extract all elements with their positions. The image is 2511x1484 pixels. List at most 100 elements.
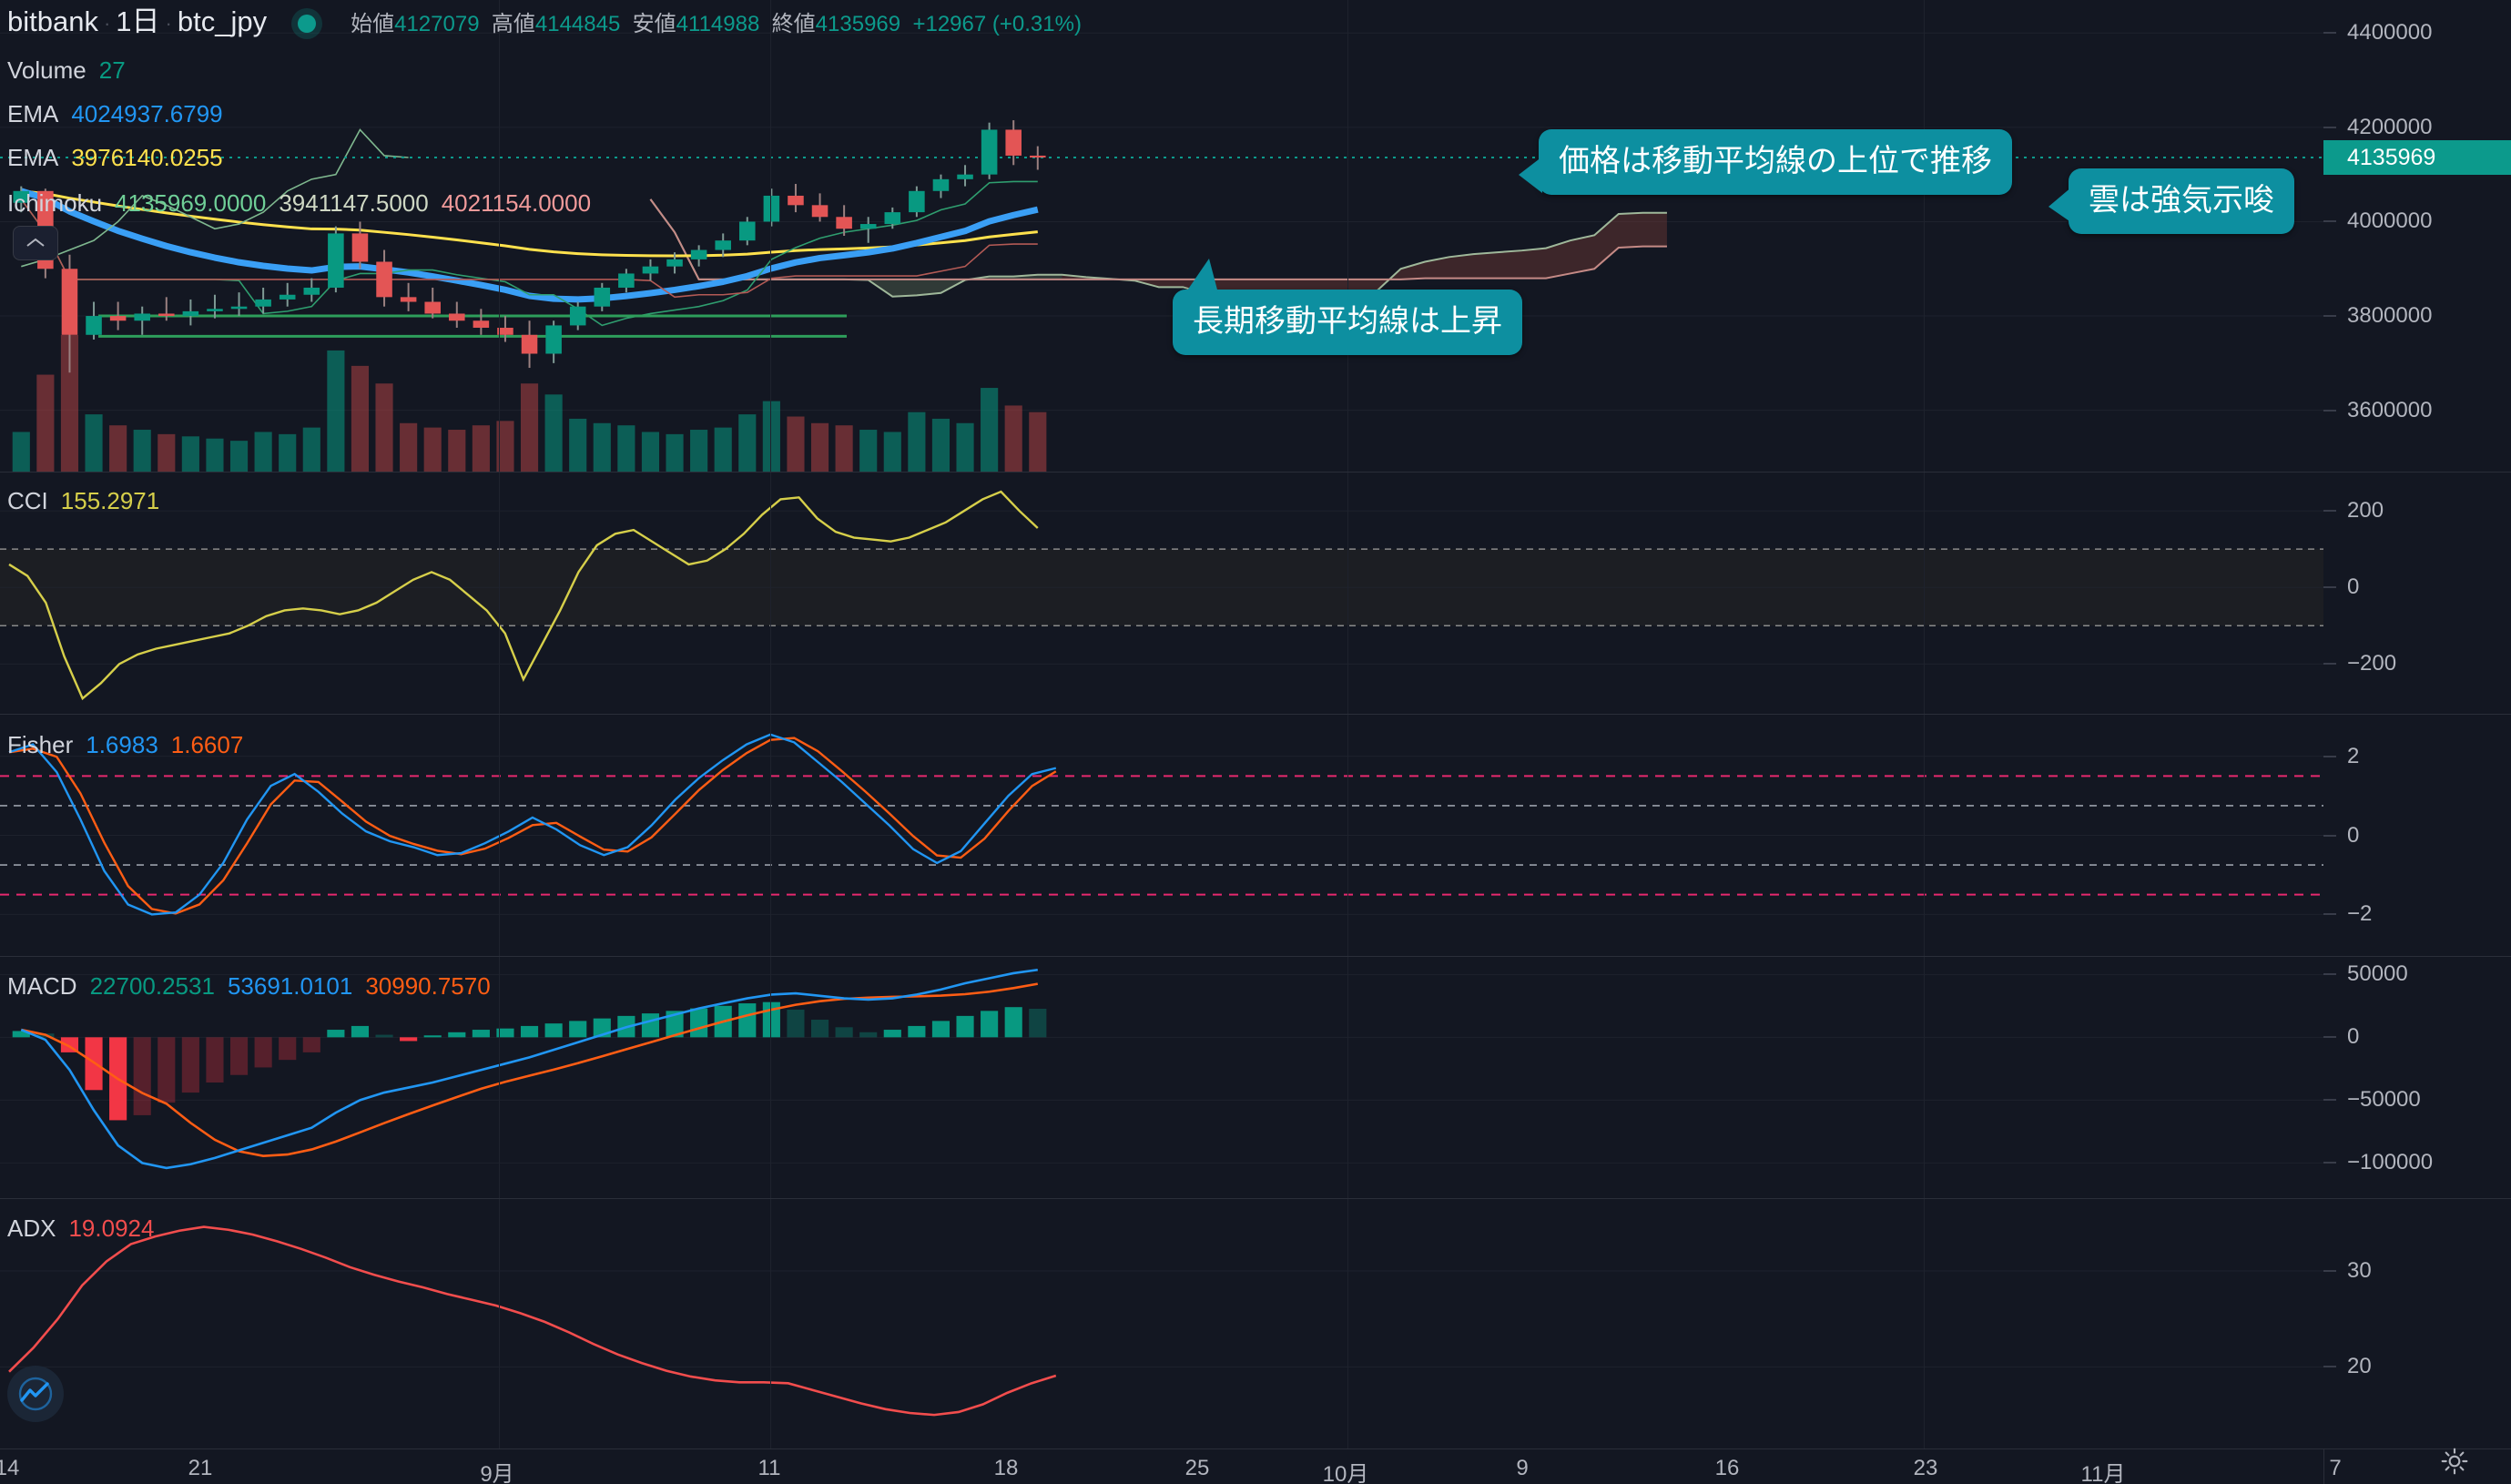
chart-header: bitbank · 1日 · btc_jpy 始値4127079 高値4144845 安値… <box>7 5 1082 41</box>
macd-histogram-bar <box>738 1003 757 1038</box>
macd-histogram-bar <box>279 1037 297 1061</box>
macd-histogram-bar <box>181 1037 199 1093</box>
candle <box>763 195 780 222</box>
time-axis-label: 7 <box>2329 1456 2342 1480</box>
exchange-name[interactable]: bitbank <box>7 5 98 37</box>
legend-ichimoku-title: Ichimoku <box>7 189 103 217</box>
candle <box>158 313 175 317</box>
cci-panel[interactable] <box>0 473 2323 714</box>
time-axis-label: 11月 <box>2080 1462 2126 1484</box>
current-price-badge[interactable]: 4135969 <box>2323 140 2511 176</box>
legend-macd-title: MACD <box>7 972 77 1000</box>
change-percent: (+0.31%) <box>991 12 1082 36</box>
open-value: 4127079 <box>394 12 480 36</box>
grid-line <box>499 0 500 472</box>
gear-icon <box>2441 1448 2468 1475</box>
grid-line <box>499 715 500 956</box>
macd-histogram-bar <box>229 1037 249 1075</box>
legend-macd-value-1: 22700.2531 <box>89 972 215 1000</box>
candle <box>981 129 998 175</box>
candle <box>109 316 127 321</box>
macd-histogram-bar <box>423 1035 442 1038</box>
macd-signal-line <box>21 982 1039 1157</box>
interval-label[interactable]: 1日 <box>116 5 160 37</box>
time-axis-label: 16 <box>1714 1456 1740 1480</box>
macd-axis[interactable]: 50000 0 −50000 −100000 <box>2323 957 2511 1198</box>
legend-fisher[interactable]: Fisher 1.6983 1.6607 <box>7 731 243 758</box>
candle <box>859 224 877 229</box>
macd-histogram-bar <box>883 1030 901 1038</box>
adx-axis[interactable]: 30 20 <box>2323 1199 2511 1448</box>
legend-adx-value: 19.0924 <box>68 1215 155 1242</box>
callout-tail-icon <box>1185 259 1218 293</box>
legend-ema-blue[interactable]: EMA 4024937.6799 <box>7 100 223 127</box>
annotation-longterm-ma-up-text: 長期移動平均線は上昇 <box>1193 304 1502 339</box>
legend-fisher-value-1: 1.6983 <box>86 731 158 758</box>
axis-tick <box>2323 835 2336 836</box>
legend-volume[interactable]: Volume 27 <box>7 56 126 84</box>
macd-histogram-bar <box>956 1015 974 1038</box>
legend-ema-yellow[interactable]: EMA 3976140.0255 <box>7 144 223 171</box>
candle <box>230 306 248 310</box>
grid-line <box>770 715 771 956</box>
axis-tick-label: 3600000 <box>2347 397 2433 422</box>
chart-settings-button[interactable] <box>2440 1447 2469 1480</box>
candle <box>255 299 271 307</box>
fisher-panel[interactable] <box>0 715 2323 956</box>
legend-adx[interactable]: ADX 19.0924 <box>7 1215 154 1242</box>
grid-line <box>499 473 500 714</box>
legend-ema-blue-title: EMA <box>7 100 59 127</box>
tradingview-logo-icon[interactable] <box>7 1366 64 1422</box>
axis-separator <box>2323 1449 2324 1484</box>
grid-line <box>499 957 500 1198</box>
candle <box>884 212 901 225</box>
candle <box>449 313 465 321</box>
fisher-axis[interactable]: 2 0 −2 <box>2323 715 2511 956</box>
legend-ichimoku[interactable]: Ichimoku 4135969.0000 3941147.5000 4021154.… <box>7 189 591 217</box>
panel-divider-1 <box>0 472 2511 473</box>
axis-tick-label: −200 <box>2347 651 2397 676</box>
fisher-line <box>8 733 1057 916</box>
candle <box>86 316 102 335</box>
candle <box>351 233 369 262</box>
candle <box>932 178 950 191</box>
candle <box>1030 155 1046 158</box>
macd-histogram-bar <box>351 1025 370 1038</box>
annotation-longterm-ma-up[interactable]: 長期移動平均線は上昇 <box>1173 259 1522 355</box>
macd-histogram-bar <box>520 1025 539 1038</box>
legend-cci[interactable]: CCI 155.2971 <box>7 487 159 514</box>
axis-tick <box>2323 510 2336 512</box>
axis-tick <box>2323 410 2336 412</box>
macd-histogram-bar <box>859 1032 878 1038</box>
logo-glyph-icon <box>18 1377 53 1411</box>
symbol-name[interactable]: btc_jpy <box>177 5 268 37</box>
legend-ema-blue-value: 4024937.6799 <box>71 100 223 127</box>
macd-panel[interactable] <box>0 957 2323 1198</box>
macd-histogram-bar <box>302 1037 320 1052</box>
macd-line <box>20 968 1038 1170</box>
grid-line <box>1924 1199 1925 1448</box>
collapse-pane-button[interactable] <box>13 226 58 260</box>
macd-histogram-bar <box>496 1028 514 1038</box>
ichimoku-cloud <box>649 198 1667 305</box>
legend-macd[interactable]: MACD 22700.2531 53691.0101 30990.7570 <box>7 972 491 1000</box>
annotation-cloud-bullish[interactable]: 雲は強気示唆 <box>2048 168 2294 234</box>
time-axis[interactable]: 14 21 9月 11 18 25 10月 9 16 23 11月 7 <box>0 1448 2511 1484</box>
macd-histogram-bar <box>641 1013 660 1038</box>
annotation-price-above-ma[interactable]: 価格は移動平均線の上位で推移 <box>1519 129 2012 195</box>
price-axis[interactable]: 4400000 4200000 4000000 3800000 3600000 41359… <box>2323 0 2511 472</box>
candle <box>424 301 441 314</box>
axis-tick-label: 0 <box>2347 1024 2360 1050</box>
cci-axis[interactable]: 200 0 −200 <box>2323 473 2511 714</box>
macd-histogram-bar <box>472 1030 490 1038</box>
price-panel[interactable] <box>0 0 2323 472</box>
candle <box>690 249 707 259</box>
adx-panel[interactable] <box>0 1199 2323 1448</box>
legend-volume-title: Volume <box>7 56 86 84</box>
candle <box>1005 129 1022 156</box>
candle <box>61 269 78 335</box>
header-separator-1: · <box>103 11 111 35</box>
fisher-trigger-line <box>8 737 1057 915</box>
axis-tick <box>2323 756 2336 757</box>
high-label: 高値 <box>491 12 535 36</box>
